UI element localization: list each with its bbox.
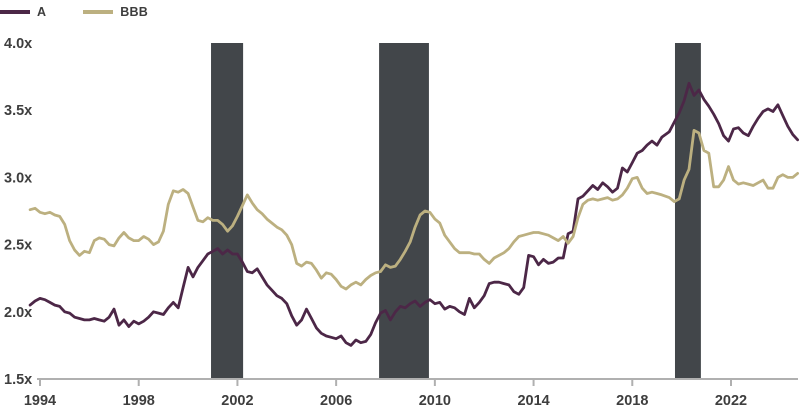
- legend-label-a: A: [37, 5, 47, 19]
- y-tick-label-2.5x: 2.5x: [4, 238, 32, 254]
- x-tick-label-1994: 1994: [24, 393, 56, 409]
- x-tick-label-2010: 2010: [419, 393, 451, 409]
- y-tick-label-1.5x: 1.5x: [4, 372, 32, 388]
- recession-band: [211, 43, 244, 379]
- series-line-bbb: [28, 128, 799, 291]
- series-line-a: [28, 81, 799, 347]
- legend-label-bbb: BBB: [120, 5, 148, 19]
- x-tick-label-2018: 2018: [616, 393, 648, 409]
- legend-swatch-a-line: [0, 10, 30, 14]
- x-tick-label-1998: 1998: [123, 393, 155, 409]
- recession-band: [379, 43, 429, 379]
- legend-swatch-bbb-line: [83, 10, 114, 14]
- x-tick-label-2006: 2006: [320, 393, 352, 409]
- y-tick-label-3.5x: 3.5x: [4, 103, 32, 119]
- chart-legend: A BBB: [0, 4, 148, 20]
- y-tick-label-4.0x: 4.0x: [4, 36, 32, 52]
- legend-item-bbb: BBB: [83, 5, 148, 19]
- y-tick-label-2.0x: 2.0x: [4, 305, 32, 321]
- x-tick-label-2014: 2014: [517, 393, 549, 409]
- y-tick-label-3.0x: 3.0x: [4, 170, 32, 186]
- x-tick-label-2022: 2022: [715, 393, 747, 409]
- legend-item-a: A: [0, 5, 46, 19]
- recession-band: [674, 43, 701, 379]
- x-tick-label-2002: 2002: [221, 393, 253, 409]
